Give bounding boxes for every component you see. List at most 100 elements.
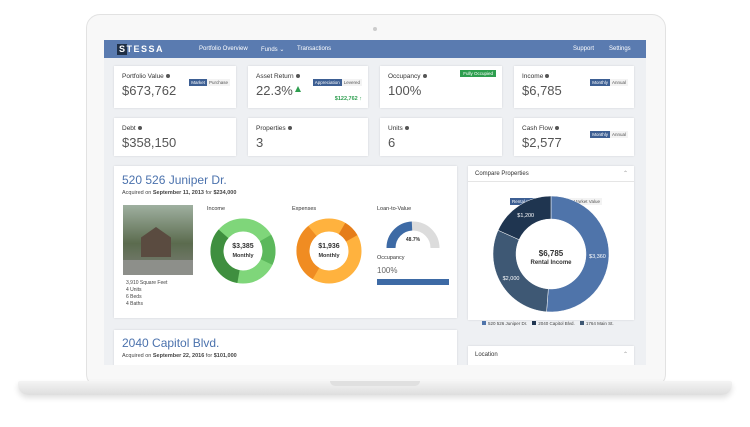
legend-label: 520 526 Juniper Dr. bbox=[488, 321, 528, 326]
camera bbox=[373, 27, 377, 31]
logo: STESSA bbox=[119, 44, 165, 54]
legend-label: 1764 Main St. bbox=[585, 321, 614, 326]
detail: 6 Beds bbox=[126, 294, 142, 300]
toggle-option[interactable]: Monthly bbox=[590, 79, 610, 86]
income-label: Income bbox=[207, 206, 226, 212]
stat-card: Occupancy 100% Fully Occupied bbox=[380, 66, 502, 108]
text: for bbox=[204, 353, 214, 359]
label-text: Asset Return bbox=[256, 73, 294, 80]
segment bbox=[296, 218, 362, 284]
label-text: Cash Flow bbox=[522, 125, 553, 132]
driveway bbox=[123, 260, 193, 275]
segment bbox=[210, 218, 276, 284]
stat-card: Income $6,785 Monthly Annual bbox=[514, 66, 634, 108]
property-title[interactable]: 2040 Capitol Blvd. bbox=[122, 336, 220, 350]
stat-value: $6,785 bbox=[522, 83, 562, 98]
gauge-fill bbox=[386, 221, 413, 249]
pie-center-label: Rental Income bbox=[530, 260, 572, 266]
divider bbox=[468, 181, 634, 182]
info-icon bbox=[422, 74, 427, 79]
occupancy-value: 100% bbox=[377, 266, 398, 275]
label-text: Units bbox=[388, 125, 403, 132]
badge: Fully Occupied bbox=[460, 70, 496, 77]
income-donut bbox=[210, 218, 276, 284]
stat-value: $673,762 bbox=[122, 83, 177, 98]
toggle: Appreciation Levered bbox=[312, 71, 362, 89]
stat-label: Occupancy bbox=[388, 73, 427, 80]
label-text: Debt bbox=[122, 125, 136, 132]
toggle-option[interactable]: Levered bbox=[341, 79, 362, 86]
nav-link[interactable]: Support bbox=[573, 46, 595, 52]
legend-label: 2040 Capitol Blvd. bbox=[538, 321, 575, 326]
expenses-donut bbox=[296, 218, 362, 284]
toggle-option[interactable]: Purchase bbox=[206, 79, 230, 86]
tab[interactable]: Market Value bbox=[571, 198, 602, 205]
stat-card: Portfolio Value $673,762 Market Purchase bbox=[114, 66, 236, 108]
stat-value: 22.3% bbox=[256, 83, 293, 98]
house bbox=[141, 227, 171, 257]
property-title[interactable]: 520 526 Juniper Dr. bbox=[122, 173, 227, 187]
acquired: Acquired on September 11, 2013 for $234,… bbox=[122, 190, 236, 196]
stat-value: 6 bbox=[388, 135, 396, 150]
price: $101,000 bbox=[213, 353, 237, 359]
info-icon bbox=[165, 74, 170, 79]
legend-swatch bbox=[532, 321, 537, 325]
label-text: Properties bbox=[256, 125, 286, 132]
nav-link[interactable]: Portfolio Overview bbox=[199, 46, 248, 52]
details: 3,910 Square Feet 4 Units 6 Beds 4 Baths bbox=[126, 280, 167, 308]
date: September 11, 2013 bbox=[152, 190, 204, 196]
property-photo bbox=[123, 205, 193, 275]
text: Acquired on bbox=[122, 353, 153, 359]
toggle: Market Purchase bbox=[189, 71, 230, 89]
segment bbox=[296, 218, 362, 284]
pie-segment bbox=[497, 196, 552, 241]
property-card: 520 526 Juniper Dr. Acquired on Septembe… bbox=[114, 166, 457, 318]
stat-value: 3 bbox=[256, 135, 264, 150]
stat-label: Debt bbox=[122, 125, 142, 132]
occupancy-bar bbox=[377, 279, 449, 285]
ltv-label: Loan-to-Value bbox=[377, 206, 412, 212]
pie-segment bbox=[546, 196, 610, 313]
nav-link[interactable]: Funds ⌄ bbox=[261, 47, 285, 53]
location-panel: Location ⌃ bbox=[468, 346, 634, 365]
base-notch bbox=[330, 381, 420, 386]
info-icon bbox=[545, 74, 550, 79]
pie-segment bbox=[492, 229, 549, 313]
segment-label: $1,200 bbox=[517, 213, 534, 219]
text: Acquired on bbox=[122, 190, 153, 196]
stat-label: Units bbox=[388, 125, 409, 132]
up-arrow bbox=[295, 86, 301, 92]
label-text: Income bbox=[522, 73, 544, 80]
text: for bbox=[203, 190, 214, 196]
laptop-base bbox=[18, 381, 732, 395]
stat-label: Asset Return bbox=[256, 73, 300, 80]
detail: 4 Baths bbox=[126, 301, 143, 307]
toggle-option[interactable]: Annual bbox=[609, 79, 628, 86]
info-icon bbox=[404, 126, 409, 131]
pie-center-value: $6,785 bbox=[538, 249, 564, 258]
stat-label: Cash Flow bbox=[522, 125, 559, 132]
nav-link[interactable]: Transactions bbox=[297, 46, 332, 52]
stat-label: Portfolio Value bbox=[122, 73, 170, 80]
segment-label: $3,360 bbox=[589, 254, 606, 260]
chevron[interactable]: ⌃ bbox=[623, 352, 629, 358]
legend-swatch bbox=[482, 321, 486, 325]
stat-label: Properties bbox=[256, 125, 292, 132]
toggle-option[interactable]: Appreciation bbox=[312, 79, 342, 86]
nav-link[interactable]: Settings bbox=[609, 46, 631, 52]
toggle-option[interactable]: Annual bbox=[609, 131, 628, 138]
chevron[interactable]: ⌃ bbox=[623, 171, 629, 177]
stat-card: Asset Return 22.3% Appreciation Levered $122… bbox=[248, 66, 368, 108]
stat-label: Income bbox=[522, 73, 550, 80]
toggle-option[interactable]: Monthly bbox=[590, 131, 610, 138]
stat-card: Properties 3 bbox=[248, 118, 368, 156]
navbar: STESSA Portfolio Overview Funds ⌄ Transa… bbox=[104, 40, 646, 58]
property-card: 2040 Capitol Blvd. Acquired on September… bbox=[114, 330, 457, 365]
legend: 520 526 Juniper Dr. 2040 Capitol Blvd. 176… bbox=[482, 321, 614, 326]
toggle-option[interactable]: Market bbox=[189, 79, 207, 86]
info-icon bbox=[554, 126, 559, 131]
info-icon bbox=[295, 74, 300, 79]
stat-value: $358,150 bbox=[122, 135, 177, 150]
label-text: Portfolio Value bbox=[122, 73, 164, 80]
